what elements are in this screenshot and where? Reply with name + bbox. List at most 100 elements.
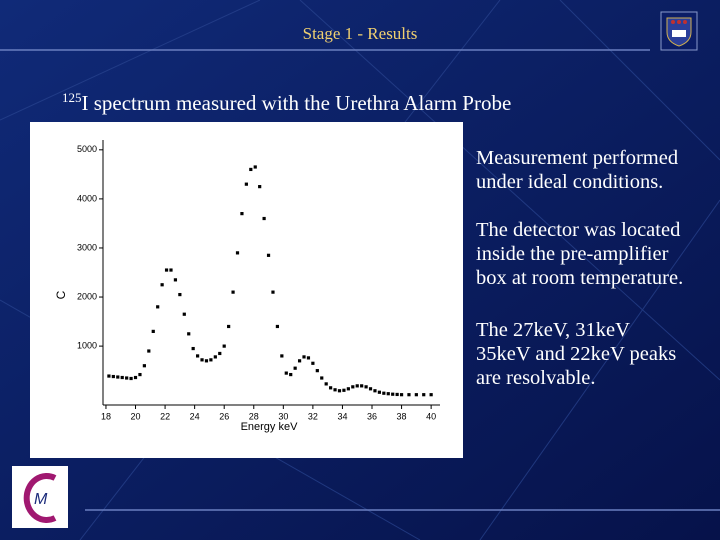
- y-axis-label: C: [54, 290, 68, 299]
- data-point: [360, 384, 364, 388]
- svg-text:M: M: [34, 491, 48, 508]
- data-point: [133, 375, 138, 380]
- data-point: [333, 388, 337, 392]
- data-point: [178, 292, 182, 297]
- data-point: [222, 344, 226, 348]
- y-tick-label: 2000: [77, 291, 97, 301]
- data-point: [253, 165, 257, 169]
- data-point: [129, 376, 133, 381]
- x-tick-label: 18: [101, 411, 111, 421]
- data-point: [173, 278, 178, 282]
- data-point: [342, 388, 346, 392]
- data-point: [218, 351, 222, 356]
- data-point: [271, 290, 275, 294]
- text-line: Measurement performed: [476, 147, 679, 169]
- data-point: [324, 382, 328, 386]
- x-tick-label: 26: [219, 411, 229, 421]
- data-point: [297, 359, 302, 363]
- data-point: [399, 393, 404, 397]
- data-point: [138, 372, 142, 377]
- data-point: [377, 390, 381, 394]
- data-point: [200, 358, 204, 362]
- data-point: [386, 392, 390, 396]
- data-point: [195, 354, 200, 358]
- data-point: [289, 372, 293, 377]
- data-point: [293, 366, 297, 370]
- data-point: [116, 375, 120, 379]
- data-point: [258, 185, 262, 189]
- data-point: [337, 389, 342, 393]
- text-line: 35keV and 22keV peaks: [476, 343, 677, 365]
- data-point: [111, 374, 115, 379]
- data-point: [240, 212, 244, 216]
- text-line: are resolvable.: [476, 367, 596, 389]
- data-point: [315, 369, 319, 373]
- y-tick-label: 1000: [77, 340, 97, 350]
- x-tick-label: 20: [131, 411, 141, 421]
- paragraph: The 27keV, 31keV 35keV and 22keV peaks are…: [476, 318, 676, 390]
- data-point: [160, 283, 164, 287]
- data-point: [373, 389, 377, 393]
- paragraph: Measurement performed under ideal conditi…: [476, 146, 678, 194]
- x-tick-label: 38: [397, 411, 407, 421]
- data-point: [320, 376, 324, 380]
- x-tick-label: 30: [278, 411, 288, 421]
- data-point: [142, 364, 146, 368]
- data-point: [351, 385, 355, 389]
- data-point: [311, 361, 315, 365]
- data-point: [209, 358, 213, 362]
- data-point: [306, 356, 311, 360]
- data-point: [187, 332, 191, 336]
- data-point: [227, 324, 231, 329]
- data-point: [147, 349, 151, 353]
- data-point: [191, 346, 195, 351]
- data-point: [407, 393, 411, 397]
- data-point: [156, 305, 160, 309]
- x-tick-label: 40: [426, 411, 436, 421]
- text-line: The 27keV, 31keV: [476, 319, 630, 341]
- slide-title: Stage 1 - Results: [302, 24, 418, 43]
- data-point: [422, 393, 426, 397]
- paragraph: The detector was located inside the pre-a…: [476, 218, 683, 290]
- data-point: [368, 387, 373, 391]
- y-tick-label: 4000: [77, 193, 97, 203]
- text-line: The detector was located: [476, 219, 681, 241]
- data-point: [107, 374, 111, 378]
- data-point: [284, 371, 288, 375]
- data-point: [414, 393, 418, 397]
- y-tick-label: 3000: [77, 242, 97, 252]
- data-point: [395, 392, 399, 397]
- data-point: [329, 386, 333, 390]
- y-tick-label: 5000: [77, 144, 97, 154]
- text-line: under ideal conditions.: [476, 171, 664, 193]
- data-point: [169, 268, 173, 272]
- data-point: [120, 375, 124, 380]
- heading-text: I spectrum measured with the Urethra Ala…: [81, 91, 512, 115]
- x-tick-label: 24: [190, 411, 200, 421]
- data-point: [346, 387, 350, 391]
- data-point: [204, 359, 209, 363]
- x-axis-label: Energy keV: [241, 421, 299, 433]
- text-line: box at room temperature.: [476, 267, 684, 289]
- data-point: [182, 312, 186, 316]
- text-line: inside the pre-amplifier: [476, 243, 669, 265]
- heading: 125I spectrum measured with the Urethra …: [62, 90, 511, 116]
- data-point: [249, 167, 253, 172]
- data-point: [275, 324, 280, 329]
- data-point: [280, 354, 284, 358]
- data-point: [231, 290, 235, 294]
- data-point: [235, 251, 240, 255]
- data-point: [266, 253, 271, 257]
- data-point: [302, 355, 306, 359]
- data-point: [355, 384, 359, 388]
- data-point: [391, 392, 395, 396]
- data-point: [164, 268, 169, 272]
- x-tick-label: 28: [249, 411, 259, 421]
- superscript: 125: [62, 90, 82, 105]
- data-point: [262, 216, 266, 221]
- x-tick-label: 36: [367, 411, 377, 421]
- data-point: [244, 182, 248, 186]
- data-point: [382, 391, 386, 395]
